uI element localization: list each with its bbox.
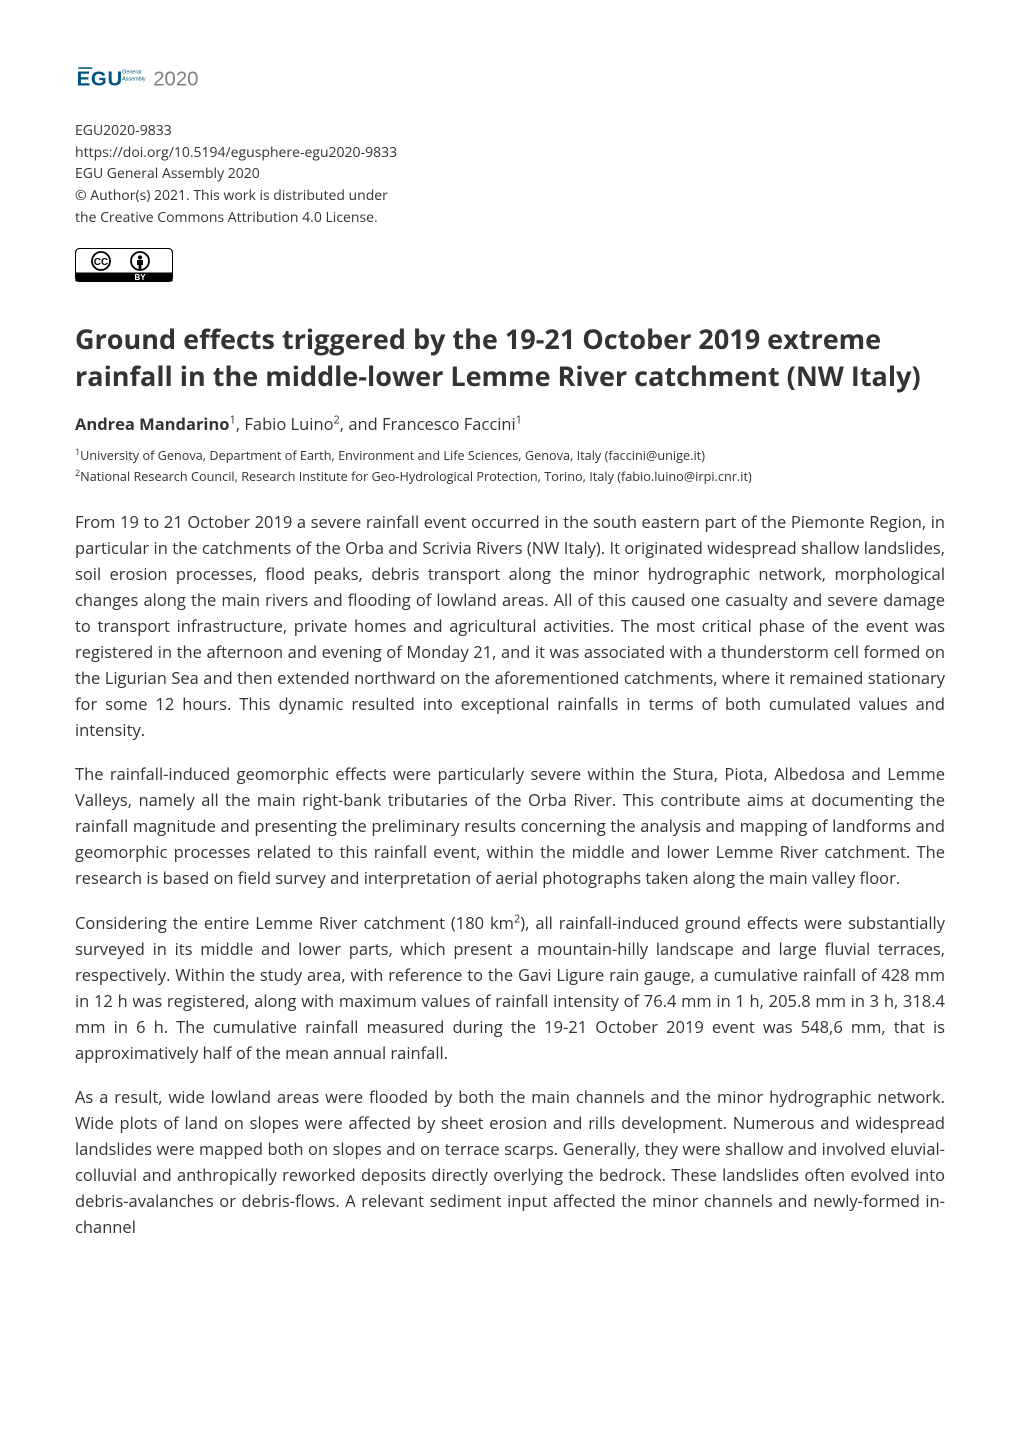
conference-name: EGU General Assembly 2020 <box>75 163 945 185</box>
abstract-paragraph: From 19 to 21 October 2019 a severe rain… <box>75 509 945 744</box>
svg-text:BY: BY <box>134 273 146 282</box>
author-affiliation-sup: 1 <box>516 413 522 428</box>
logo-year: 2020 <box>153 68 198 90</box>
author: Francesco Faccini <box>382 412 516 435</box>
author-list: Andrea Mandarino1, Fabio Luino2, and Fra… <box>75 412 945 437</box>
egu-logo-svg: EGU General Assembly 2020 <box>75 60 255 98</box>
abstract-id: EGU2020-9833 <box>75 120 945 142</box>
author: Fabio Luino <box>244 412 333 435</box>
abstract-paragraph: The rainfall-induced geomorphic effects … <box>75 761 945 891</box>
affiliation: 2National Research Council, Research Ins… <box>75 466 945 487</box>
license-line: the Creative Commons Attribution 4.0 Lic… <box>75 207 945 229</box>
affiliation-list: 1University of Genova, Department of Ear… <box>75 445 945 487</box>
logo-sub1: General <box>122 70 141 76</box>
abstract-title: Ground effects triggered by the 19-21 Oc… <box>75 321 945 394</box>
svg-text:CC: CC <box>94 257 108 268</box>
copyright-line: © Author(s) 2021. This work is distribut… <box>75 185 945 207</box>
abstract-paragraph: As a result, wide lowland areas were flo… <box>75 1084 945 1240</box>
doi-link[interactable]: https://doi.org/10.5194/egusphere-egu202… <box>75 143 397 162</box>
logo-sub2: Assembly <box>122 77 146 83</box>
abstract-paragraph: Considering the entire Lemme River catch… <box>75 910 945 1066</box>
abstract-metadata: EGU2020-9833 https://doi.org/10.5194/egu… <box>75 120 945 228</box>
cc-by-badge[interactable]: CC BY <box>75 248 945 289</box>
cc-by-icon: CC BY <box>75 248 173 282</box>
logo-org: EGU <box>77 68 123 90</box>
egu-logo: EGU General Assembly 2020 <box>75 60 945 98</box>
affiliation: 1University of Genova, Department of Ear… <box>75 445 945 466</box>
author-presenting: Andrea Mandarino <box>75 412 230 435</box>
